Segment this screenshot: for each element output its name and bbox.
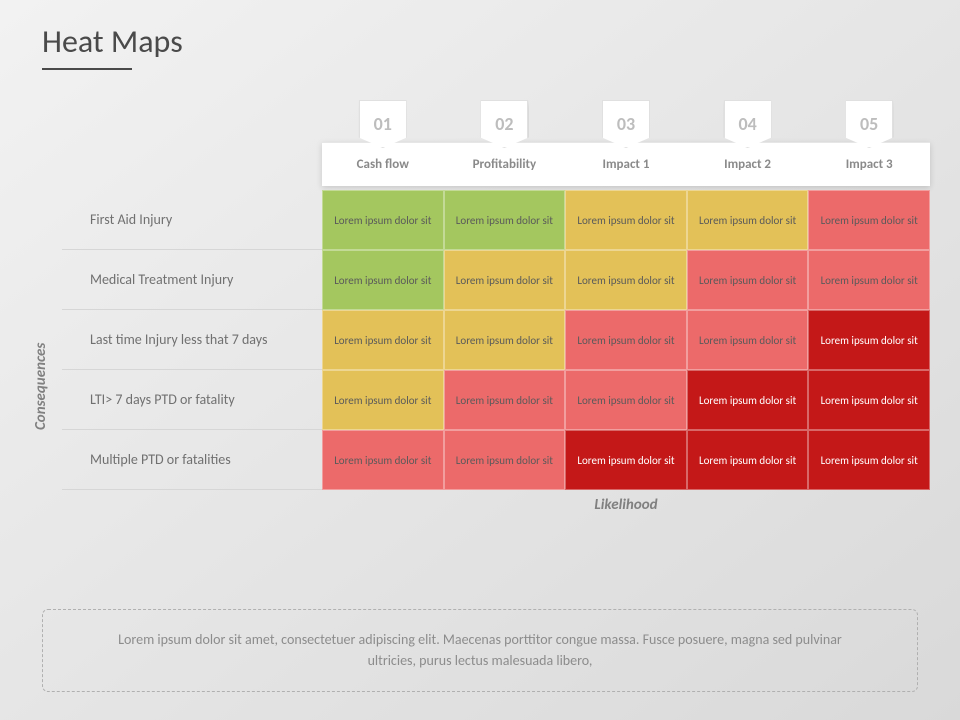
column-badge: 05	[808, 100, 930, 142]
heatmap-cell: Lorem ipsum dolor sit	[322, 310, 444, 370]
column-header: Impact 1	[565, 142, 687, 186]
heatmap-cell: Lorem ipsum dolor sit	[687, 250, 809, 310]
row-label: First Aid Injury	[62, 190, 322, 250]
heatmap-cell: Lorem ipsum dolor sit	[808, 190, 930, 250]
row-label: Last time Injury less that 7 days	[62, 310, 322, 370]
heatmap-rows: First Aid InjuryLorem ipsum dolor sitLor…	[42, 190, 930, 490]
footer-note: Lorem ipsum dolor sit amet, consectetuer…	[42, 609, 918, 692]
heatmap-matrix: Consequences 0102030405 Cash flowProfita…	[42, 100, 930, 514]
heatmap-cell: Lorem ipsum dolor sit	[687, 370, 809, 430]
title-underline	[42, 68, 132, 70]
heatmap-cell: Lorem ipsum dolor sit	[565, 370, 687, 430]
table-row: LTI> 7 days PTD or fatalityLorem ipsum d…	[42, 370, 930, 430]
row-label: Medical Treatment Injury	[62, 250, 322, 310]
column-header: Profitability	[444, 142, 566, 186]
heatmap-cell: Lorem ipsum dolor sit	[444, 370, 566, 430]
page-title: Heat Maps	[42, 22, 183, 61]
heatmap-cell: Lorem ipsum dolor sit	[808, 310, 930, 370]
badge-number: 04	[724, 100, 772, 148]
heatmap-cell: Lorem ipsum dolor sit	[808, 430, 930, 490]
heatmap-cell: Lorem ipsum dolor sit	[322, 370, 444, 430]
row-cells: Lorem ipsum dolor sitLorem ipsum dolor s…	[322, 370, 930, 430]
heatmap-cell: Lorem ipsum dolor sit	[322, 430, 444, 490]
heatmap-cell: Lorem ipsum dolor sit	[322, 190, 444, 250]
heatmap-cell: Lorem ipsum dolor sit	[444, 190, 566, 250]
badge-number: 01	[359, 100, 407, 148]
heatmap-cell: Lorem ipsum dolor sit	[687, 430, 809, 490]
heatmap-cell: Lorem ipsum dolor sit	[444, 430, 566, 490]
column-badge: 04	[687, 100, 809, 142]
table-row: Medical Treatment InjuryLorem ipsum dolo…	[42, 250, 930, 310]
column-badges: 0102030405	[322, 100, 930, 142]
heatmap-cell: Lorem ipsum dolor sit	[322, 250, 444, 310]
row-cells: Lorem ipsum dolor sitLorem ipsum dolor s…	[322, 430, 930, 490]
y-axis-label: Consequences	[32, 343, 50, 430]
row-cells: Lorem ipsum dolor sitLorem ipsum dolor s…	[322, 190, 930, 250]
column-badge: 01	[322, 100, 444, 142]
column-badge: 02	[444, 100, 566, 142]
table-row: Multiple PTD or fatalitiesLorem ipsum do…	[42, 430, 930, 490]
column-header: Impact 2	[687, 142, 809, 186]
heatmap-cell: Lorem ipsum dolor sit	[687, 310, 809, 370]
heatmap-cell: Lorem ipsum dolor sit	[565, 430, 687, 490]
row-label: Multiple PTD or fatalities	[62, 430, 322, 490]
badge-number: 03	[602, 100, 650, 148]
heatmap-cell: Lorem ipsum dolor sit	[808, 370, 930, 430]
table-row: Last time Injury less that 7 daysLorem i…	[42, 310, 930, 370]
row-cells: Lorem ipsum dolor sitLorem ipsum dolor s…	[322, 250, 930, 310]
heatmap-cell: Lorem ipsum dolor sit	[565, 190, 687, 250]
column-badge: 03	[565, 100, 687, 142]
heatmap-cell: Lorem ipsum dolor sit	[444, 250, 566, 310]
heatmap-cell: Lorem ipsum dolor sit	[808, 250, 930, 310]
badge-number: 05	[845, 100, 893, 148]
row-label: LTI> 7 days PTD or fatality	[62, 370, 322, 430]
row-cells: Lorem ipsum dolor sitLorem ipsum dolor s…	[322, 310, 930, 370]
heatmap-cell: Lorem ipsum dolor sit	[565, 250, 687, 310]
x-axis-label: Likelihood	[322, 496, 930, 514]
column-header: Impact 3	[808, 142, 930, 186]
table-row: First Aid InjuryLorem ipsum dolor sitLor…	[42, 190, 930, 250]
column-headers: Cash flowProfitabilityImpact 1Impact 2Im…	[322, 142, 930, 186]
heatmap-cell: Lorem ipsum dolor sit	[565, 310, 687, 370]
heatmap-cell: Lorem ipsum dolor sit	[444, 310, 566, 370]
heatmap-cell: Lorem ipsum dolor sit	[687, 190, 809, 250]
badge-number: 02	[480, 100, 528, 148]
column-header: Cash flow	[322, 142, 444, 186]
